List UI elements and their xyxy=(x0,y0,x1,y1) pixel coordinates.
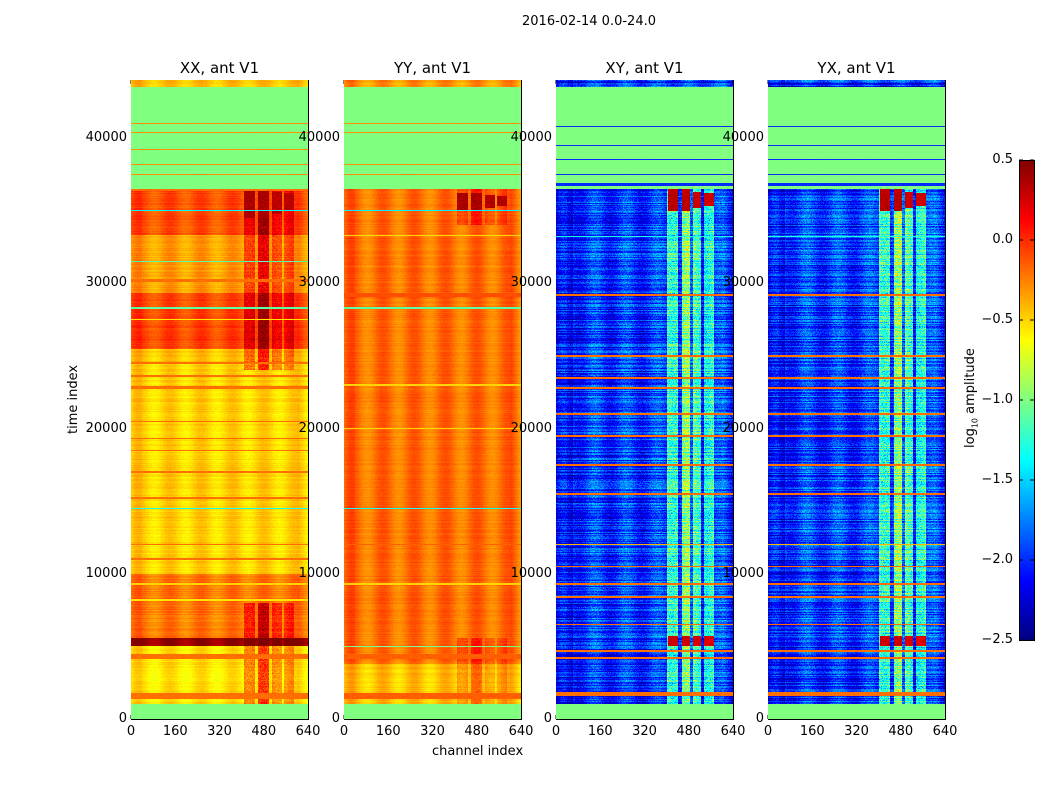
x-tick-label: 0 xyxy=(763,724,773,739)
y-tick-label: 0 xyxy=(118,711,127,726)
x-tick-label: 640 xyxy=(295,724,321,739)
x-tick-label: 0 xyxy=(551,724,561,739)
heatmap-yy xyxy=(344,80,521,719)
x-axis-label: channel index xyxy=(432,744,524,759)
x-tick-label: 160 xyxy=(162,724,188,739)
colorbar-tick-label: −0.5 xyxy=(981,312,1013,327)
y-tick-label: 0 xyxy=(755,711,764,726)
heatmap-xy xyxy=(556,80,733,719)
y-tick-label: 30000 xyxy=(722,275,764,291)
x-tick-label: 160 xyxy=(375,724,401,739)
y-tick-label: 30000 xyxy=(85,275,127,291)
y-tick-label: 20000 xyxy=(298,420,340,436)
x-tick-label: 320 xyxy=(844,724,869,739)
y-tick-label: 30000 xyxy=(298,275,340,291)
y-tick-label: 10000 xyxy=(85,565,127,581)
y-tick-label: 20000 xyxy=(85,420,127,436)
x-tick-label: 320 xyxy=(420,724,445,739)
x-tick-label: 480 xyxy=(251,724,277,739)
colorbar-tick-label: −1.0 xyxy=(981,392,1013,407)
y-tick-label: 10000 xyxy=(722,565,764,581)
y-tick-label: 0 xyxy=(543,711,552,726)
x-tick-label: 0 xyxy=(126,724,136,739)
y-tick-label: 40000 xyxy=(722,130,764,146)
heatmap-yx xyxy=(768,80,945,719)
colorbar-tick-label: −2.0 xyxy=(981,552,1013,567)
y-tick-label: 10000 xyxy=(298,565,340,581)
panel-title: YY, ant V1 xyxy=(393,59,472,77)
y-tick-label: 20000 xyxy=(510,420,552,436)
panel-title: XY, ant V1 xyxy=(605,59,684,77)
x-tick-label: 320 xyxy=(632,724,657,739)
colorbar-tick-label: −2.5 xyxy=(981,632,1013,647)
x-tick-label: 480 xyxy=(676,724,702,739)
x-tick-label: 480 xyxy=(464,724,490,739)
heatmap-xx xyxy=(131,80,308,719)
figure-title: 2016-02-14 0.0-24.0 xyxy=(522,14,656,29)
x-tick-label: 160 xyxy=(587,724,613,739)
x-tick-label: 480 xyxy=(888,724,914,739)
x-tick-label: 640 xyxy=(932,724,958,739)
y-tick-label: 30000 xyxy=(510,275,552,291)
colorbar-tick-label: 0.5 xyxy=(992,152,1013,167)
x-tick-label: 640 xyxy=(508,724,534,739)
panel-title: YX, ant V1 xyxy=(817,59,896,77)
y-tick-label: 0 xyxy=(331,711,340,726)
y-tick-label: 40000 xyxy=(85,130,127,146)
y-tick-label: 20000 xyxy=(722,420,764,436)
panel-title: XX, ant V1 xyxy=(179,59,260,77)
x-tick-label: 0 xyxy=(339,724,349,739)
colorbar-tick-label: 0.0 xyxy=(992,232,1013,247)
colorbar-tick-label: −1.5 xyxy=(981,472,1013,487)
y-tick-label: 40000 xyxy=(510,130,552,146)
colorbar xyxy=(1019,160,1034,640)
y-tick-label: 40000 xyxy=(298,130,340,146)
x-tick-label: 320 xyxy=(207,724,232,739)
x-tick-label: 640 xyxy=(720,724,746,739)
x-tick-label: 160 xyxy=(799,724,825,739)
y-tick-label: 10000 xyxy=(510,565,552,581)
